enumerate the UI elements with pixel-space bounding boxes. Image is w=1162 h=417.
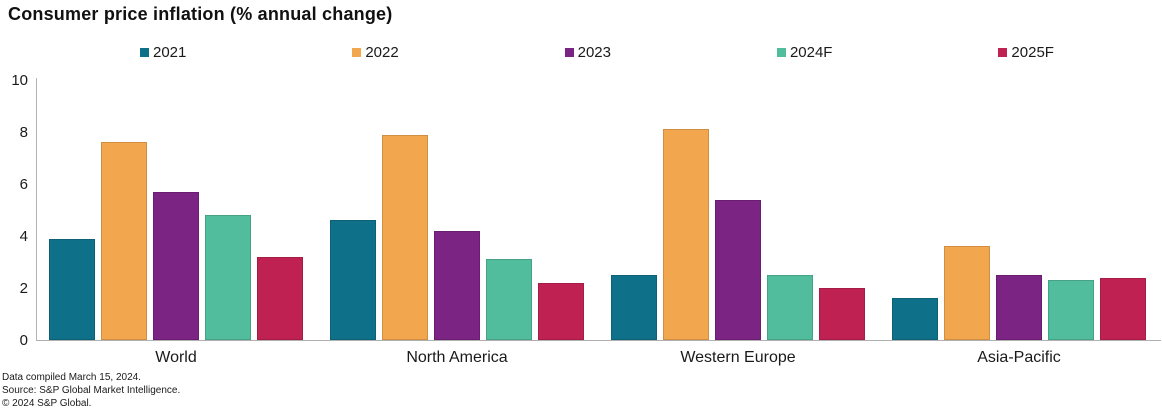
bar-2025f-world bbox=[257, 257, 303, 340]
bar-2022-north-america bbox=[382, 135, 428, 340]
y-tick-label: 0 bbox=[19, 332, 28, 349]
chart-title: Consumer price inflation (% annual chang… bbox=[8, 4, 393, 24]
legend: 2021 2022 2023 2024F 2025F bbox=[140, 44, 1054, 61]
legend-item-2022: 2022 bbox=[352, 44, 399, 61]
y-tick-label: 10 bbox=[11, 72, 28, 89]
bar-2024f-western-europe bbox=[767, 275, 813, 340]
legend-swatch-icon bbox=[564, 48, 574, 57]
bar-group-north-america: North America bbox=[330, 78, 584, 366]
bar-2025f-asia-pacific bbox=[1100, 278, 1146, 340]
category-label: Western Europe bbox=[680, 349, 796, 366]
footer: Data compiled March 15, 2024. Source: S&… bbox=[2, 371, 180, 410]
legend-label: 2025F bbox=[1011, 44, 1054, 61]
bar-group-world: World bbox=[49, 78, 303, 366]
y-tick-label: 8 bbox=[19, 124, 28, 141]
legend-label: 2022 bbox=[365, 44, 399, 61]
bar-2021-world bbox=[49, 239, 95, 340]
bar-2023-western-europe bbox=[715, 200, 761, 340]
bar-2021-asia-pacific bbox=[892, 298, 938, 340]
footer-copyright: © 2024 S&P Global. bbox=[2, 398, 92, 409]
bar-2022-asia-pacific bbox=[944, 246, 990, 340]
y-axis: 0 2 4 6 8 10 bbox=[0, 72, 28, 349]
bar-group-asia-pacific: Asia-Pacific bbox=[892, 78, 1146, 366]
bar-2024f-asia-pacific bbox=[1048, 280, 1094, 340]
bar-2023-world bbox=[153, 192, 199, 340]
category-label: Asia-Pacific bbox=[977, 349, 1061, 366]
legend-label: 2024F bbox=[789, 44, 833, 61]
category-label: North America bbox=[406, 349, 508, 366]
footer-compiled-date: Data compiled March 15, 2024. bbox=[2, 372, 141, 383]
legend-item-2021: 2021 bbox=[140, 44, 186, 61]
plot-area: World North America Western Europe Asia-Pac… bbox=[36, 78, 1161, 366]
bar-2025f-north-america bbox=[538, 283, 584, 340]
bar-2021-north-america bbox=[330, 220, 376, 340]
bar-2022-western-europe bbox=[663, 129, 709, 340]
bar-2021-western-europe bbox=[611, 275, 657, 340]
footer-source: Source: S&P Global Market Intelligence. bbox=[2, 385, 181, 396]
bar-2024f-north-america bbox=[486, 259, 532, 340]
legend-swatch-icon bbox=[140, 48, 149, 57]
bar-2022-world bbox=[101, 142, 147, 340]
legend-item-2023: 2023 bbox=[564, 44, 611, 61]
legend-label: 2023 bbox=[577, 44, 611, 61]
legend-swatch-icon bbox=[998, 48, 1008, 57]
bar-2024f-world bbox=[205, 215, 251, 340]
bar-2025f-western-europe bbox=[819, 288, 865, 340]
y-tick-label: 4 bbox=[19, 228, 28, 245]
y-tick-label: 6 bbox=[19, 176, 28, 193]
legend-label: 2021 bbox=[153, 44, 187, 61]
legend-swatch-icon bbox=[352, 48, 362, 57]
legend-item-2025f: 2025F bbox=[998, 44, 1054, 61]
legend-swatch-icon bbox=[776, 48, 786, 57]
y-tick-label: 2 bbox=[19, 280, 28, 297]
bar-2023-asia-pacific bbox=[996, 275, 1042, 340]
bar-2023-north-america bbox=[434, 231, 480, 340]
bar-group-western-europe: Western Europe bbox=[611, 78, 865, 366]
category-label: World bbox=[155, 349, 197, 366]
legend-item-2024f: 2024F bbox=[776, 44, 833, 61]
